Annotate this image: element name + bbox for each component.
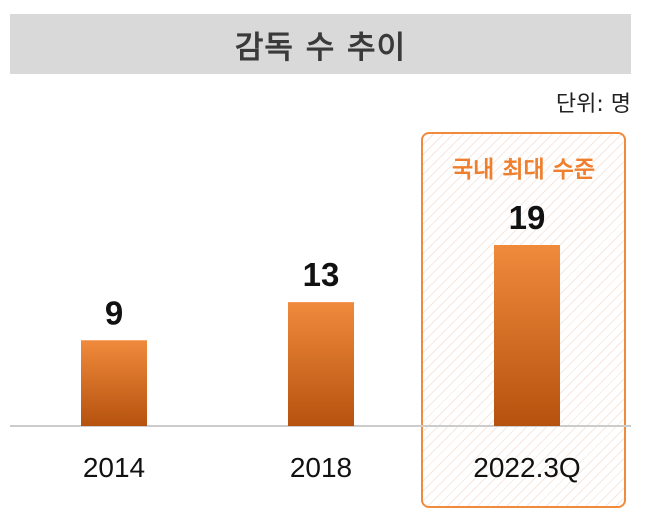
value-label-2022.3Q: 19 <box>509 199 546 236</box>
bar-2018 <box>288 302 354 426</box>
x-tick-label-2018: 2018 <box>290 452 352 483</box>
bar-2022.3Q <box>494 245 560 426</box>
chart-title: 감독 수 추이 <box>234 29 407 66</box>
bar-2014 <box>81 340 147 426</box>
x-tick-label-2014: 2014 <box>83 452 145 483</box>
highlight-label: 국내 최대 수준 <box>452 157 595 183</box>
value-label-2014: 9 <box>105 294 123 331</box>
chart-title-bar: 감독 수 추이 <box>10 14 631 74</box>
unit-label: 단위: 명 <box>555 92 631 117</box>
x-tick-label-2022.3Q: 2022.3Q <box>473 452 580 483</box>
value-label-2018: 13 <box>303 256 340 293</box>
